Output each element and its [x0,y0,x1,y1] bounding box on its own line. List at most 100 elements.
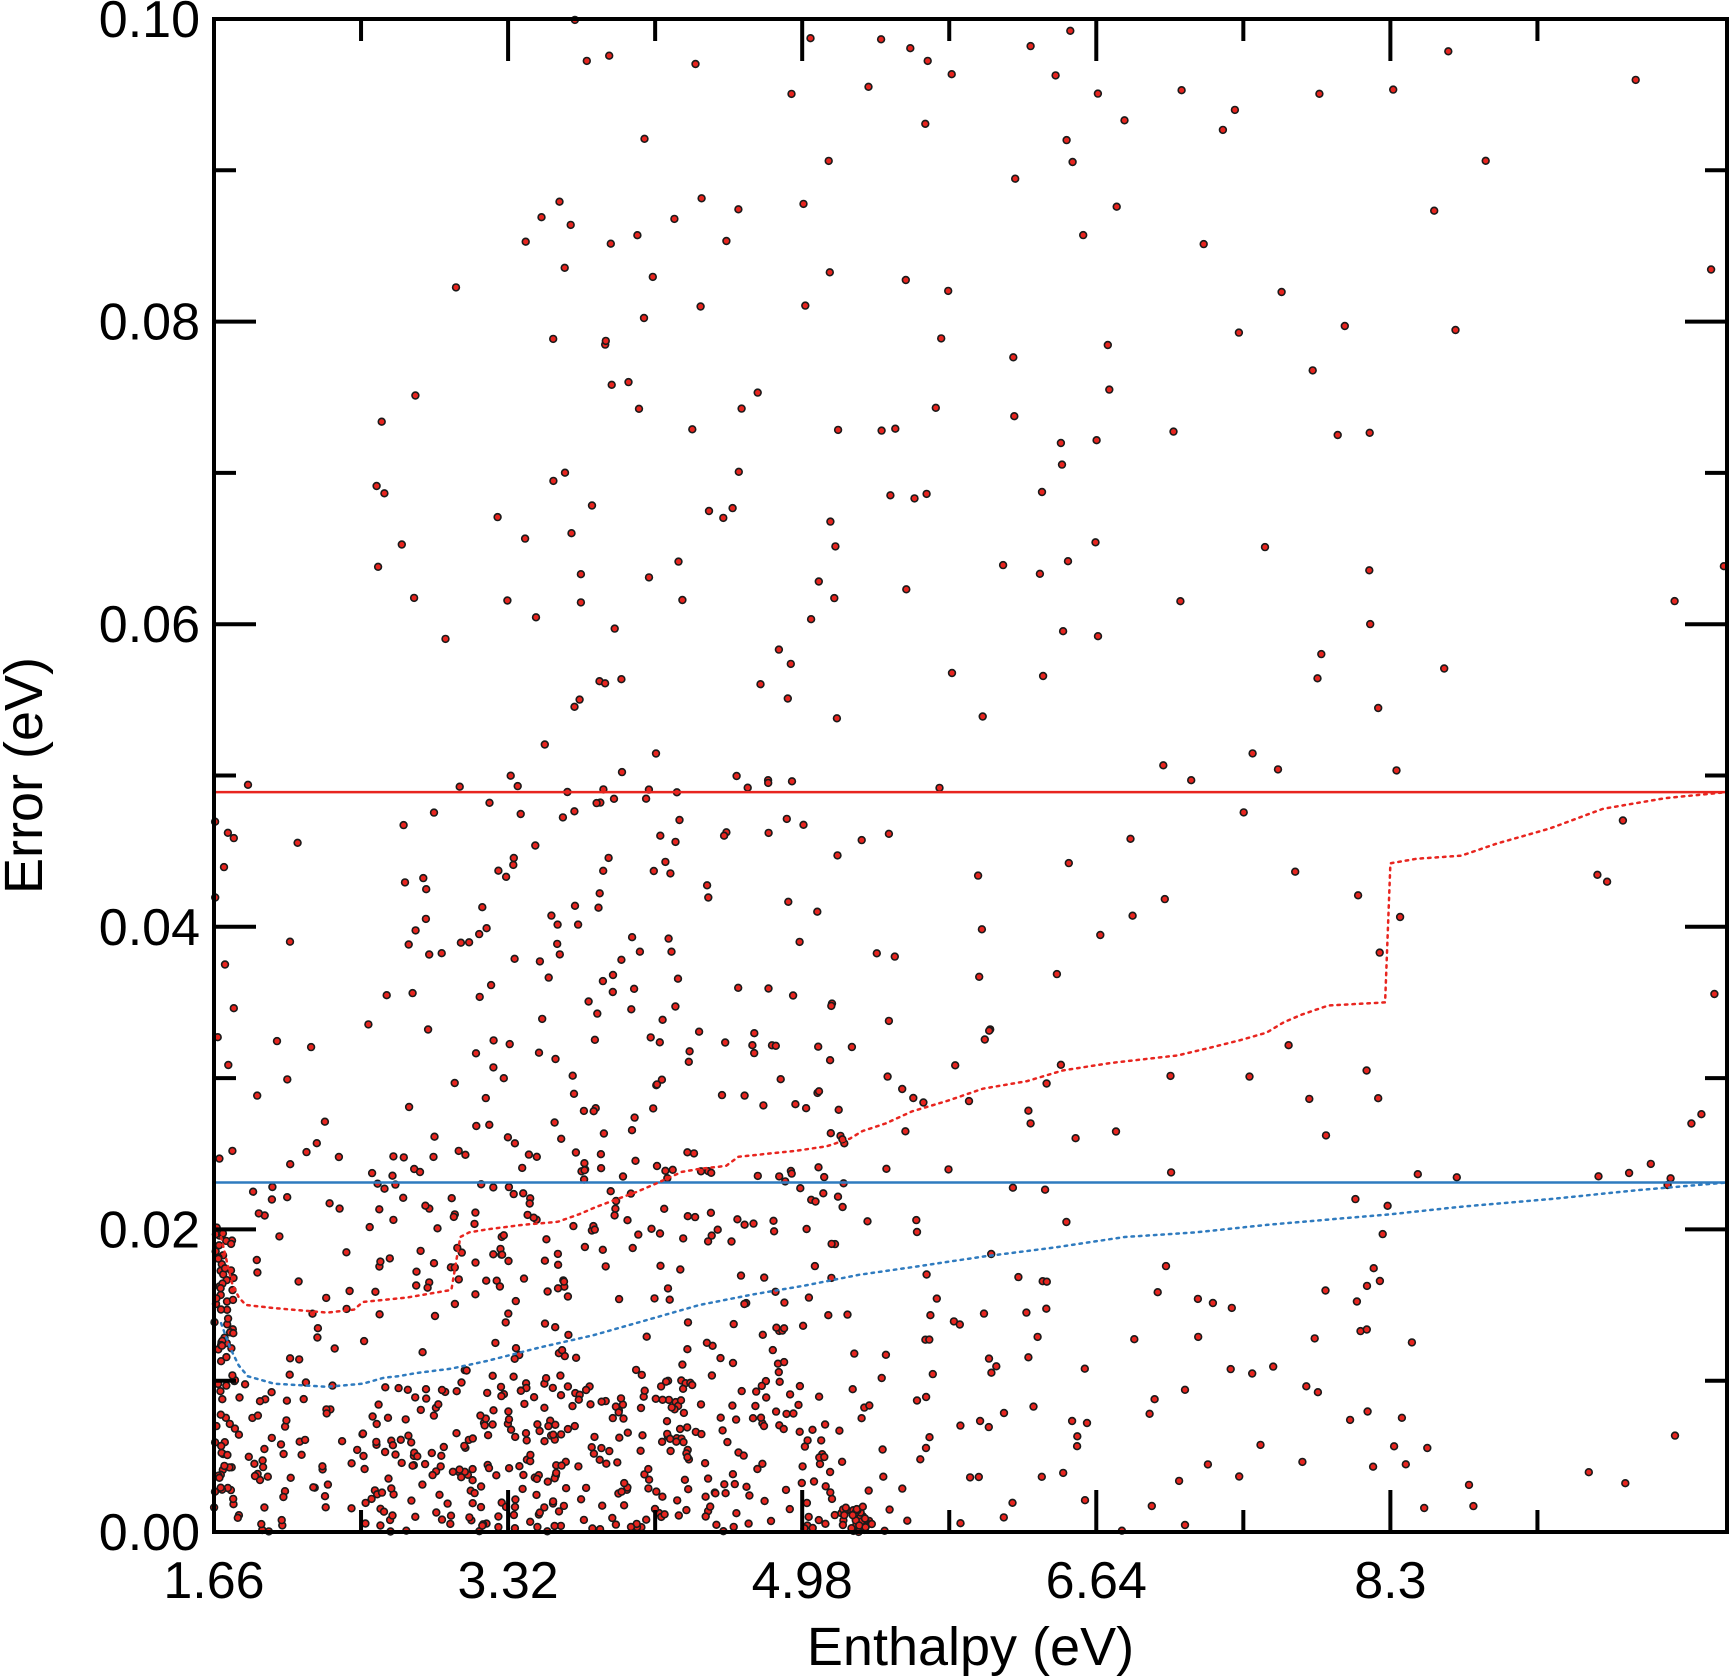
data-point [1180,1385,1190,1395]
data-point [758,1459,767,1469]
data-point [634,404,644,413]
data-point [891,424,900,433]
data-point [1033,1332,1042,1342]
data-point [804,1293,814,1302]
data-point [404,1102,414,1112]
data-point [421,914,431,924]
data-point [407,1438,416,1447]
data-point [285,937,295,946]
data-point [830,593,839,603]
data-point [309,1483,318,1492]
data-point [375,1310,384,1319]
data-point [922,489,931,499]
data-point [749,1048,759,1058]
data-point [955,1320,964,1329]
data-point [260,1503,269,1512]
data-point [764,984,773,993]
data-point [294,1277,303,1286]
data-point [787,1169,796,1178]
data-point [1706,265,1716,274]
data-point [663,1284,673,1293]
data-point [916,1455,925,1464]
data-point [734,205,743,214]
data-point [980,1035,989,1044]
data-point [1362,1066,1371,1075]
data-point [611,1204,620,1213]
data-point [510,1502,520,1512]
data-point [729,1522,738,1532]
data-point [1631,75,1640,85]
data-point [250,1459,259,1469]
data-point [377,1488,387,1497]
data-point [973,871,983,880]
data-point [902,585,911,594]
data-point [229,1003,239,1013]
data-point [434,1400,443,1409]
data-point [283,1075,292,1084]
data-point [1248,749,1257,758]
data-point [1277,287,1286,297]
data-point [827,1001,836,1011]
data-point [497,1391,506,1401]
data-point [641,1515,651,1524]
x-tick-label: 3.32 [457,1552,558,1610]
data-point [806,33,815,43]
data-point [550,1322,560,1332]
data-point [1024,1353,1033,1362]
data-point [489,1250,498,1259]
data-point [504,1407,513,1416]
data-point [429,1258,439,1268]
data-point [561,1483,571,1493]
data-point [788,991,798,1000]
data-point [285,1354,295,1363]
data-point [228,1146,237,1156]
data-point [1176,596,1185,606]
data-point [330,1344,339,1353]
data-point [495,1282,505,1291]
data-point [701,1512,710,1521]
data-point [540,1319,550,1328]
data-point [540,740,549,749]
data-point [682,1423,692,1432]
data-point [689,1149,699,1158]
data-point [987,1368,996,1377]
data-point [956,1518,965,1528]
data-point [551,1468,561,1478]
data-point [704,893,713,902]
data-point [687,1380,697,1390]
data-point [1383,1201,1392,1211]
data-point [342,1248,351,1257]
data-point [559,1277,569,1286]
data-point [411,1512,420,1522]
data-point [1365,566,1374,575]
data-point [1340,321,1350,331]
data-point [482,1276,491,1285]
data-point [617,955,626,964]
data-point [1464,1480,1474,1490]
data-point [1010,412,1019,421]
data-point [816,1436,826,1445]
data-point [1035,569,1045,578]
data-point [1618,816,1628,825]
data-point [683,1484,693,1494]
tick-labels: 0.00 0.02 0.04 0.06 0.08 0.10 1.66 3.32 4.98 6.64… [99,0,1427,1610]
data-point [1369,1263,1378,1273]
data-point [533,1522,542,1532]
data-point [483,1430,493,1440]
data-point [285,1370,294,1379]
data-point [648,1104,658,1113]
data-point [606,1186,615,1196]
data-point [608,987,617,997]
data-point [293,838,302,847]
data-point [787,777,797,786]
data-point [389,1152,398,1161]
data-point [1126,834,1135,843]
data-point [613,1458,622,1467]
data-point [548,1430,558,1439]
data-point [814,1163,823,1172]
data-point [427,1448,436,1458]
data-point [779,1324,789,1333]
data-point [753,1171,762,1181]
data-point [516,809,525,819]
data-point [716,1413,725,1422]
